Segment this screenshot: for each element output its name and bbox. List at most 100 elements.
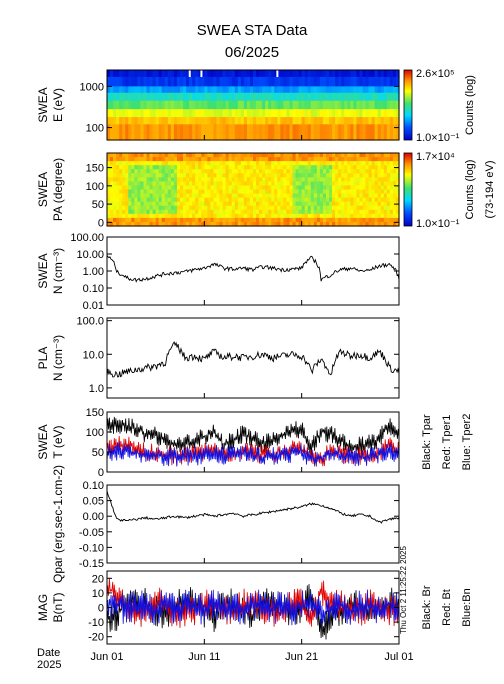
swea-pitch-angle-spectrogram-cell xyxy=(149,217,154,223)
swea-pitch-angle-spectrogram-cell xyxy=(277,177,281,182)
swea-pitch-angle-spectrogram-cell xyxy=(210,221,215,227)
swea-energy-spectrogram-cell xyxy=(180,109,184,118)
swea-pitch-angle-spectrogram-cell xyxy=(161,173,166,178)
swea-pitch-angle-spectrogram-cell xyxy=(195,221,199,227)
swea-pitch-angle-spectrogram-cell xyxy=(253,165,257,170)
swea-energy-spectrogram-cell xyxy=(183,117,187,125)
swea-energy-spectrogram-cell xyxy=(231,70,236,78)
swea-energy-spectrogram-cell xyxy=(216,92,221,102)
swea-pitch-angle-spectrogram-cell xyxy=(189,177,193,182)
swea-pitch-angle-spectrogram-cell xyxy=(259,153,263,158)
swea-energy-spectrogram-cell xyxy=(286,117,291,125)
swea-energy-spectrogram-cell xyxy=(204,117,208,125)
swea-pitch-angle-spectrogram-cell xyxy=(262,209,266,215)
swea-pitch-angle-spectrogram-cell xyxy=(322,209,327,215)
swea-energy-spectrogram-cell xyxy=(310,117,315,125)
swea-heat-flux-ytick-label: -0.15 xyxy=(79,558,104,570)
swea-pitch-angle-spectrogram-cell xyxy=(146,181,151,187)
swea-energy-spectrogram-cell xyxy=(253,70,257,78)
page-title: SWEA STA Data xyxy=(196,22,308,39)
swea-energy-spectrogram-cell xyxy=(195,76,199,87)
swea-energy-spectrogram-cell xyxy=(319,92,324,102)
swea-pitch-angle-spectrogram-cell xyxy=(192,189,196,195)
swea-energy-spectrogram-gap xyxy=(188,70,191,77)
swea-pitch-angle-spectrogram-cell xyxy=(310,197,315,203)
swea-energy-spectrogram-cell xyxy=(259,70,263,78)
swea-pitch-angle-spectrogram-cell xyxy=(243,177,248,182)
swea-pitch-angle-spectrogram-cell xyxy=(207,221,212,227)
swea-energy-spectrogram-cell xyxy=(332,117,336,125)
swea-energy-spectrogram-cell xyxy=(253,76,257,87)
swea-energy-spectrogram-cell xyxy=(289,76,294,87)
swea-pitch-angle-spectrogram-cell xyxy=(326,217,330,223)
swea-energy-spectrogram-cell xyxy=(213,92,218,102)
swea-pitch-angle-spectrogram-cell xyxy=(167,197,172,203)
swea-pitch-angle-spectrogram-cell xyxy=(286,201,291,207)
swea-energy-spectrogram-cell xyxy=(131,86,135,94)
swea-pitch-angle-spectrogram-cell xyxy=(116,193,120,199)
swea-pitch-angle-spectrogram-cell xyxy=(365,197,370,203)
swea-energy-spectrogram-cell xyxy=(143,76,148,87)
swea-pitch-angle-spectrogram-cell xyxy=(155,197,160,203)
swea-energy-spectrogram-cell xyxy=(301,76,306,87)
swea-pitch-angle-spectrogram-cell xyxy=(386,157,391,162)
swea-energy-spectrogram-cell xyxy=(225,92,230,102)
swea-pitch-angle-spectrogram-cell xyxy=(155,173,160,178)
swea-pitch-angle-spectrogram-cell xyxy=(344,205,348,211)
swea-energy-spectrogram-cell xyxy=(356,70,361,78)
swea-pitch-angle-spectrogram-cell xyxy=(119,153,123,158)
swea-pitch-angle-spectrogram-cell xyxy=(374,213,379,219)
swea-energy-spectrogram-cell xyxy=(383,92,388,102)
swea-energy-spectrogram-cell xyxy=(256,124,260,141)
swea-energy-spectrogram-cell xyxy=(234,76,239,87)
swea-pitch-angle-spectrogram-cell xyxy=(113,213,117,219)
swea-pitch-angle-spectrogram-cell xyxy=(301,165,306,170)
swea-pitch-angle-spectrogram-cell xyxy=(122,209,126,215)
swea-pitch-angle-spectrogram-cell xyxy=(180,205,184,211)
swea-pitch-angle-spectrogram-cell xyxy=(161,217,166,223)
swea-pitch-angle-spectrogram-cell xyxy=(240,169,245,174)
swea-pitch-angle-spectrogram-cell xyxy=(137,165,142,170)
swea-pitch-angle-spectrogram-cell xyxy=(304,153,309,158)
swea-pitch-angle-spectrogram-cell xyxy=(292,189,297,195)
swea-pitch-angle-spectrogram-cell xyxy=(310,177,315,182)
swea-pitch-angle-spectrogram-cell xyxy=(195,201,199,207)
swea-pitch-angle-spectrogram-cell xyxy=(125,213,129,219)
swea-energy-spectrogram-cell xyxy=(216,76,221,87)
swea-pitch-angle-spectrogram-cell xyxy=(371,173,376,178)
swea-pitch-angle-spectrogram-cell xyxy=(313,185,318,191)
swea-energy-spectrogram-cell xyxy=(386,92,391,102)
swea-pitch-angle-spectrogram-cell xyxy=(347,217,351,223)
swea-energy-spectrogram-cell xyxy=(107,76,111,87)
swea-pitch-angle-spectrogram-cell xyxy=(170,165,175,170)
swea-pitch-angle-spectrogram-cell xyxy=(371,205,376,211)
swea-pitch-angle-spectrogram-cell xyxy=(222,181,227,187)
swea-heat-flux-ytick-label: -0.05 xyxy=(79,527,104,539)
swea-pitch-angle-spectrogram-cell xyxy=(210,197,215,203)
swea-pitch-angle-spectrogram-cell xyxy=(219,193,224,199)
swea-pitch-angle-spectrogram-cell xyxy=(341,185,345,191)
swea-pitch-angle-spectrogram-cell xyxy=(249,185,254,191)
swea-energy-spectrogram-cell xyxy=(298,92,303,102)
swea-pitch-angle-spectrogram-cell xyxy=(158,221,163,227)
swea-energy-spectrogram-cell xyxy=(277,100,281,110)
swea-energy-spectrogram-cell xyxy=(143,100,148,110)
swea-pitch-angle-spectrogram-cell xyxy=(341,189,345,195)
swea-energy-spectrogram-cell xyxy=(262,70,266,78)
swea-energy-spectrogram-cell xyxy=(128,70,132,78)
swea-pitch-angle-spectrogram-cell xyxy=(207,197,212,203)
swea-pitch-angle-spectrogram-cell xyxy=(332,165,336,170)
swea-pitch-angle-spectrogram-cell xyxy=(265,177,269,182)
swea-pitch-angle-spectrogram-cell xyxy=(131,209,135,215)
swea-pitch-angle-spectrogram-cell xyxy=(207,153,212,158)
swea-pitch-angle-spectrogram-cell xyxy=(262,189,266,195)
swea-pitch-angle-spectrogram-cell xyxy=(213,177,218,182)
swea-energy-spectrogram-cell xyxy=(249,92,254,102)
swea-pitch-angle-spectrogram-cell xyxy=(186,157,190,162)
swea-pitch-angle-spectrogram-cell xyxy=(319,197,324,203)
swea-pitch-angle-spectrogram-cell xyxy=(173,209,178,215)
swea-energy-spectrogram-cell xyxy=(183,92,187,102)
swea-energy-spectrogram-cell xyxy=(268,109,272,118)
swea-pitch-angle-spectrogram-cell xyxy=(192,197,196,203)
swea-pitch-angle-spectrogram-cell xyxy=(377,181,382,187)
